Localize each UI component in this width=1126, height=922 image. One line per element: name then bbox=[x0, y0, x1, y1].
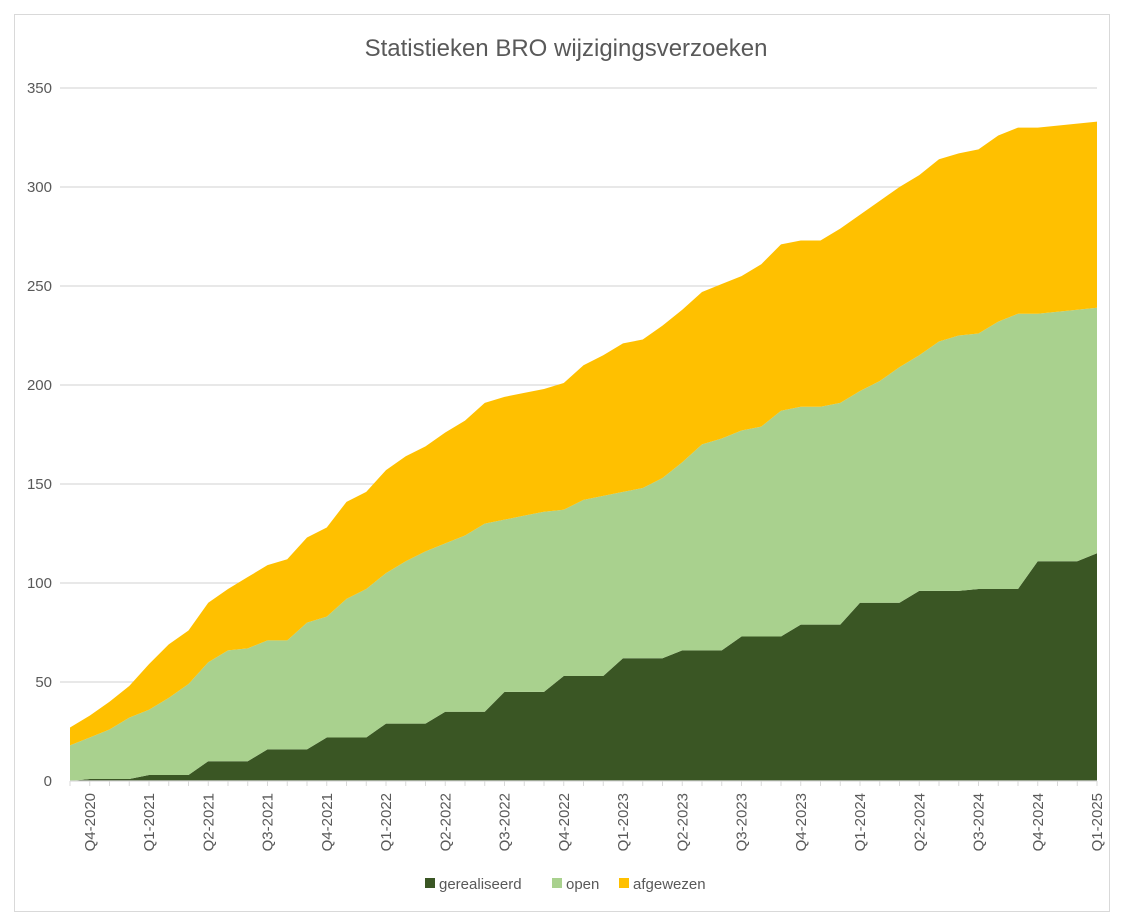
y-tick-label: 150 bbox=[27, 476, 52, 493]
y-tick-label: 350 bbox=[27, 80, 52, 97]
x-tick-label: Q2-2023 bbox=[674, 793, 691, 851]
x-tick-label: Q2-2024 bbox=[911, 793, 928, 851]
x-tick-label: Q3-2024 bbox=[971, 793, 988, 851]
y-tick-label: 200 bbox=[27, 377, 52, 394]
x-tick-label: Q1-2025 bbox=[1089, 793, 1106, 851]
x-tick-label: Q3-2022 bbox=[497, 793, 514, 851]
y-tick-label: 300 bbox=[27, 179, 52, 196]
x-tick-label: Q1-2023 bbox=[615, 793, 632, 851]
area-afgewezen bbox=[70, 121, 1097, 746]
chart-frame bbox=[14, 14, 1110, 912]
x-tick-label: Q3-2021 bbox=[260, 793, 277, 851]
legend-swatch-gerealiseerd bbox=[425, 878, 435, 888]
legend-label-afgewezen: afgewezen bbox=[633, 876, 706, 893]
legend-swatch-afgewezen bbox=[619, 878, 629, 888]
x-tick-label: Q3-2023 bbox=[734, 793, 751, 851]
legend-label-open: open bbox=[566, 876, 599, 893]
x-tick-label: Q4-2020 bbox=[82, 793, 99, 851]
legend-label-gerealiseerd: gerealiseerd bbox=[439, 876, 522, 893]
x-tick-label: Q4-2024 bbox=[1030, 793, 1047, 851]
x-tick-label: Q2-2022 bbox=[437, 793, 454, 851]
x-tick-label: Q4-2022 bbox=[556, 793, 573, 851]
chart-title: Statistieken BRO wijzigingsverzoeken bbox=[365, 35, 768, 62]
x-tick-label: Q1-2021 bbox=[141, 793, 158, 851]
area-gerealiseerd bbox=[70, 553, 1097, 781]
x-tick-label: Q4-2023 bbox=[793, 793, 810, 851]
area-open bbox=[70, 307, 1097, 781]
y-tick-label: 100 bbox=[27, 575, 52, 592]
x-tick-label: Q4-2021 bbox=[319, 793, 336, 851]
x-tick-label: Q1-2022 bbox=[378, 793, 395, 851]
y-tick-label: 50 bbox=[35, 674, 52, 691]
y-tick-label: 0 bbox=[44, 773, 52, 790]
x-tick-label: Q1-2024 bbox=[852, 793, 869, 851]
x-tick-label: Q2-2021 bbox=[200, 793, 217, 851]
legend-swatch-open bbox=[552, 878, 562, 888]
y-tick-label: 250 bbox=[27, 278, 52, 295]
